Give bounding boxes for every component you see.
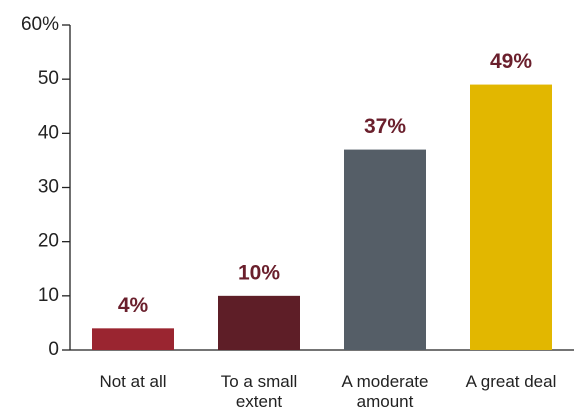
x-tick-label: To a small extent (220, 372, 298, 411)
y-tick-label: 60% (21, 14, 59, 35)
value-label: 49% (490, 50, 532, 73)
value-label: 37% (364, 115, 406, 138)
value-label: 4% (118, 294, 149, 317)
y-tick-label: 30 (38, 177, 59, 198)
y-tick-label: 0 (48, 339, 59, 360)
bar (344, 149, 426, 350)
x-tick-label: Not at all (99, 372, 167, 391)
value-label: 10% (238, 261, 280, 284)
x-tick-label: A moderate amount (341, 372, 429, 411)
y-tick-label: 50 (38, 68, 59, 89)
bar (218, 295, 300, 350)
y-tick-label: 40 (38, 122, 59, 143)
bar (92, 328, 174, 350)
bar (470, 84, 552, 350)
y-tick-label: 20 (38, 231, 59, 252)
y-tick-label: 10 (38, 285, 59, 306)
x-tick-label: A great deal (465, 372, 557, 391)
